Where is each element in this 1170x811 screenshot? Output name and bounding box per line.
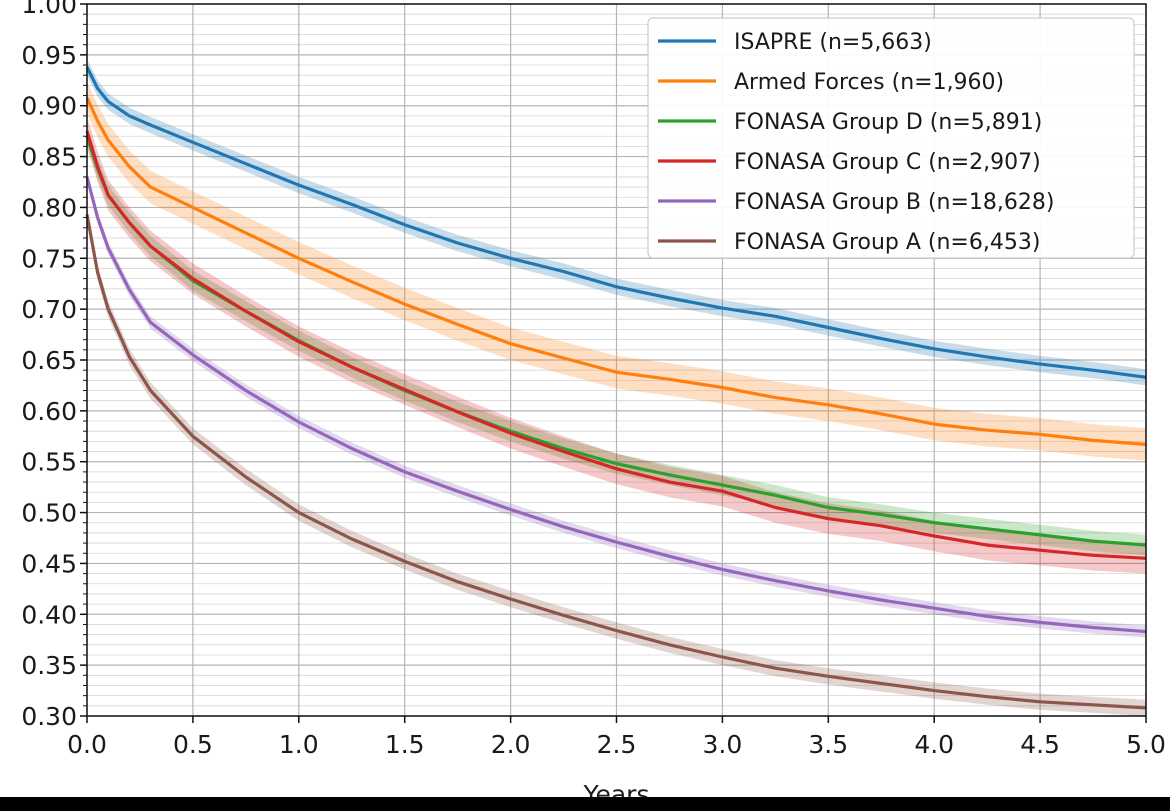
series-line-1 — [85, 96, 1147, 446]
y-tick-label: 0.90 — [21, 92, 77, 121]
y-tick-label: 0.65 — [21, 346, 77, 375]
confidence-band-3 — [87, 115, 1146, 574]
y-tick-label: 1.00 — [21, 0, 77, 19]
y-tick-label: 0.60 — [21, 397, 77, 426]
y-tick-label: 0.30 — [21, 702, 77, 731]
legend-label: Armed Forces (n=1,960) — [734, 70, 1004, 95]
confidence-band-4 — [87, 170, 1146, 638]
x-tick-label: 4.5 — [1020, 730, 1060, 759]
y-tick-label: 0.55 — [21, 448, 77, 477]
series-line-3 — [85, 130, 1147, 560]
y-tick-label: 0.40 — [21, 600, 77, 629]
grid — [86, 3, 1147, 717]
legend-label: FONASA Group A (n=6,453) — [734, 230, 1040, 255]
series-line-5 — [85, 214, 1147, 710]
x-tick-label: 5.0 — [1126, 730, 1166, 759]
x-tick-label: 1.0 — [279, 730, 319, 759]
axis-ticks: 0.30 0.35 0.40 0.45 0.50 0.55 0.60 0.65 0.70 0.75… — [21, 0, 1166, 759]
legend-box — [647, 17, 1135, 259]
y-tick-label: 0.95 — [21, 41, 77, 70]
series-lines — [85, 66, 1147, 710]
confidence-band-1 — [87, 81, 1146, 461]
legend: ISAPRE (n=5,663) Armed Forces (n=1,960) FO… — [647, 17, 1135, 259]
legend-label: FONASA Group C (n=2,907) — [734, 150, 1041, 175]
y-tick-label: 0.80 — [21, 193, 77, 222]
bottom-edge-bar — [0, 797, 1170, 811]
x-tick-label: 1.5 — [385, 730, 425, 759]
series-line-4 — [85, 176, 1147, 634]
x-tick-label: 2.0 — [491, 730, 531, 759]
y-tick-label: 0.85 — [21, 143, 77, 172]
y-tick-label: 0.50 — [21, 499, 77, 528]
series-line-0 — [85, 66, 1147, 379]
y-tick-label: 0.70 — [21, 295, 77, 324]
y-tick-label: 0.35 — [21, 651, 77, 680]
x-tick-label: 3.0 — [703, 730, 743, 759]
y-tick-label: 0.45 — [21, 549, 77, 578]
x-tick-label: 3.5 — [808, 730, 848, 759]
x-tick-label: 4.0 — [914, 730, 954, 759]
x-tick-label: 0.5 — [173, 730, 213, 759]
legend-label: ISAPRE (n=5,663) — [734, 30, 932, 55]
legend-label: FONASA Group B (n=18,628) — [734, 190, 1054, 215]
x-tick-label: 2.5 — [597, 730, 637, 759]
legend-label: FONASA Group D (n=5,891) — [734, 110, 1042, 135]
x-tick-label: 0.0 — [67, 730, 107, 759]
y-tick-label: 0.75 — [21, 244, 77, 273]
